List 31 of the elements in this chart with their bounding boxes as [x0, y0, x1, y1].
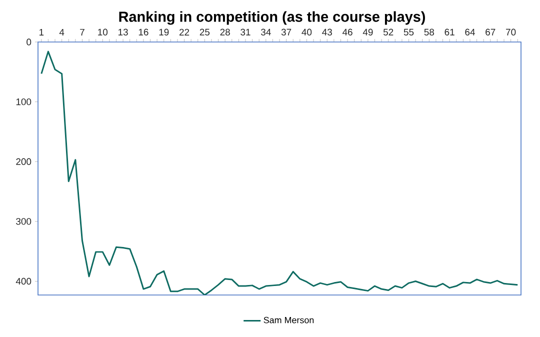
x-tick-label: 10 — [98, 28, 108, 36]
x-tick-label: 37 — [281, 28, 292, 36]
x-tick-label: 34 — [260, 28, 271, 36]
x-tick-label: 25 — [200, 28, 210, 36]
x-tick-label: 70 — [506, 28, 516, 36]
x-tick-label: 52 — [383, 28, 394, 36]
x-tick-label: 61 — [444, 28, 454, 36]
y-tick-label: 400 — [16, 278, 32, 285]
x-tick-label: 58 — [424, 28, 434, 36]
x-tick-label: 19 — [159, 28, 169, 36]
x-tick-label: 49 — [362, 28, 373, 36]
chart-title: Ranking in competition (as the course plays) — [119, 11, 425, 25]
x-tick-label: 55 — [404, 28, 414, 36]
x-tick-label: 31 — [240, 28, 250, 36]
x-tick-label: 22 — [179, 28, 190, 36]
x-tick-label: 40 — [302, 28, 312, 36]
x-tick-label: 43 — [322, 28, 332, 36]
x-tick-label: 7 — [80, 28, 84, 36]
x-tick-label: 4 — [59, 28, 64, 36]
x-tick-label: 13 — [118, 28, 128, 36]
x-tick-label: 67 — [486, 28, 496, 36]
x-tick-label: 28 — [220, 28, 230, 36]
x-tick-label: 16 — [138, 28, 148, 36]
y-tick-label: 0 — [26, 38, 32, 46]
y-tick-label: 300 — [16, 218, 32, 225]
y-tick-label: 100 — [16, 98, 32, 106]
x-tick-label: 46 — [342, 28, 352, 36]
y-tick-label: 200 — [16, 158, 32, 165]
legend-label: Sam Merson — [264, 316, 314, 324]
x-tick-label: 64 — [465, 28, 475, 36]
x-tick-label: 1 — [39, 28, 44, 36]
